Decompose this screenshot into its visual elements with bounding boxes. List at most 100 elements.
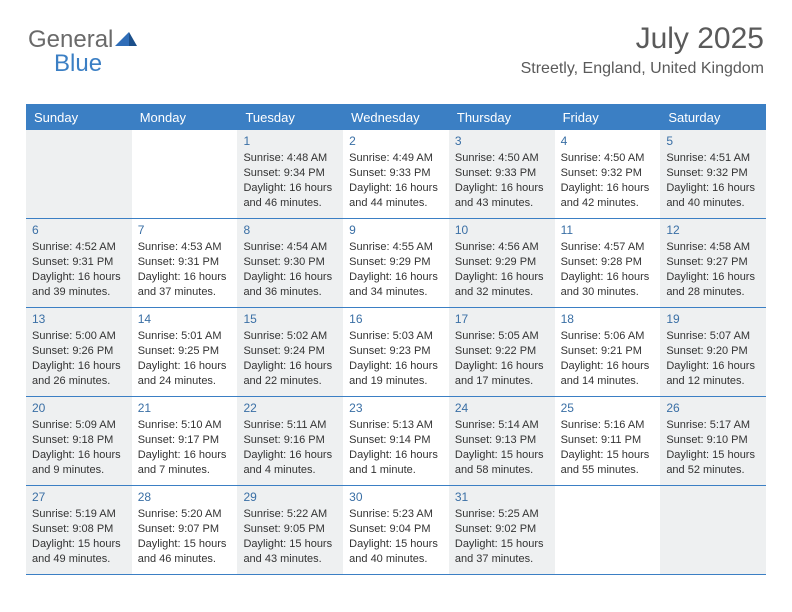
sunrise-text: Sunrise: 4:50 AM [561, 151, 655, 166]
day-number: 6 [32, 222, 126, 238]
calendar-cell: 29Sunrise: 5:22 AMSunset: 9:05 PMDayligh… [237, 486, 343, 574]
calendar-cell: 2Sunrise: 4:49 AMSunset: 9:33 PMDaylight… [343, 130, 449, 218]
sunset-text: Sunset: 9:27 PM [666, 255, 760, 270]
day-number: 1 [243, 133, 337, 149]
day-number: 8 [243, 222, 337, 238]
sunrise-text: Sunrise: 4:49 AM [349, 151, 443, 166]
calendar-cell [26, 130, 132, 218]
day-number: 5 [666, 133, 760, 149]
sunrise-text: Sunrise: 5:06 AM [561, 329, 655, 344]
daylight-text: Daylight: 16 hours and 46 minutes. [243, 181, 337, 211]
calendar-week: 13Sunrise: 5:00 AMSunset: 9:26 PMDayligh… [26, 308, 766, 397]
daylight-text: Daylight: 16 hours and 37 minutes. [138, 270, 232, 300]
calendar-week: 1Sunrise: 4:48 AMSunset: 9:34 PMDaylight… [26, 130, 766, 219]
calendar-cell: 15Sunrise: 5:02 AMSunset: 9:24 PMDayligh… [237, 308, 343, 396]
day-number: 27 [32, 489, 126, 505]
sunrise-text: Sunrise: 4:48 AM [243, 151, 337, 166]
day-number: 11 [561, 222, 655, 238]
sunrise-text: Sunrise: 5:05 AM [455, 329, 549, 344]
sunrise-text: Sunrise: 5:03 AM [349, 329, 443, 344]
sunset-text: Sunset: 9:32 PM [561, 166, 655, 181]
day-number: 22 [243, 400, 337, 416]
sunset-text: Sunset: 9:31 PM [32, 255, 126, 270]
daylight-text: Daylight: 16 hours and 30 minutes. [561, 270, 655, 300]
daylight-text: Daylight: 16 hours and 4 minutes. [243, 448, 337, 478]
calendar-cell: 6Sunrise: 4:52 AMSunset: 9:31 PMDaylight… [26, 219, 132, 307]
calendar-cell: 19Sunrise: 5:07 AMSunset: 9:20 PMDayligh… [660, 308, 766, 396]
sunset-text: Sunset: 9:31 PM [138, 255, 232, 270]
day-header-friday: Friday [555, 106, 661, 130]
calendar-cell: 5Sunrise: 4:51 AMSunset: 9:32 PMDaylight… [660, 130, 766, 218]
calendar-cell: 12Sunrise: 4:58 AMSunset: 9:27 PMDayligh… [660, 219, 766, 307]
calendar-cell: 20Sunrise: 5:09 AMSunset: 9:18 PMDayligh… [26, 397, 132, 485]
sunrise-text: Sunrise: 5:23 AM [349, 507, 443, 522]
sunset-text: Sunset: 9:17 PM [138, 433, 232, 448]
calendar-cell: 31Sunrise: 5:25 AMSunset: 9:02 PMDayligh… [449, 486, 555, 574]
sunset-text: Sunset: 9:22 PM [455, 344, 549, 359]
calendar-cell: 7Sunrise: 4:53 AMSunset: 9:31 PMDaylight… [132, 219, 238, 307]
calendar-cell: 23Sunrise: 5:13 AMSunset: 9:14 PMDayligh… [343, 397, 449, 485]
calendar-cell: 30 Sunrise: 5:23 AMSunset: 9:04 PMDayligh… [343, 486, 449, 574]
calendar-cell: 1Sunrise: 4:48 AMSunset: 9:34 PMDaylight… [237, 130, 343, 218]
sunset-text: Sunset: 9:02 PM [455, 522, 549, 537]
logo-text-blue-wrap: Blue [54, 50, 102, 78]
calendar-cell: 13Sunrise: 5:00 AMSunset: 9:26 PMDayligh… [26, 308, 132, 396]
sunrise-text: Sunrise: 5:09 AM [32, 418, 126, 433]
calendar-cell: 22 Sunrise: 5:11 AMSunset: 9:16 PMDayligh… [237, 397, 343, 485]
sunset-text: Sunset: 9:29 PM [349, 255, 443, 270]
daylight-text: Daylight: 16 hours and 34 minutes. [349, 270, 443, 300]
sunset-text: Sunset: 9:30 PM [243, 255, 337, 270]
daylight-text: Daylight: 16 hours and 40 minutes. [666, 181, 760, 211]
daylight-text: Daylight: 16 hours and 42 minutes. [561, 181, 655, 211]
day-number: 13 [32, 311, 126, 327]
day-header-sunday: Sunday [26, 106, 132, 130]
calendar-cell: 27Sunrise: 5:19 AMSunset: 9:08 PMDayligh… [26, 486, 132, 574]
calendar-week: 20Sunrise: 5:09 AMSunset: 9:18 PMDayligh… [26, 397, 766, 486]
calendar-cell: 26Sunrise: 5:17 AMSunset: 9:10 PMDayligh… [660, 397, 766, 485]
daylight-text: Daylight: 16 hours and 17 minutes. [455, 359, 549, 389]
month-title: July 2025 [521, 22, 764, 56]
day-number: 21 [138, 400, 232, 416]
sunset-text: Sunset: 9:33 PM [349, 166, 443, 181]
calendar-week: 27Sunrise: 5:19 AMSunset: 9:08 PMDayligh… [26, 486, 766, 575]
day-number: 16 [349, 311, 443, 327]
sunset-text: Sunset: 9:26 PM [32, 344, 126, 359]
sunset-text: Sunset: 9:33 PM [455, 166, 549, 181]
daylight-text: Daylight: 16 hours and 22 minutes. [243, 359, 337, 389]
sunrise-text: Sunrise: 5:16 AM [561, 418, 655, 433]
daylight-text: Daylight: 15 hours and 49 minutes. [32, 537, 126, 567]
sunset-text: Sunset: 9:20 PM [666, 344, 760, 359]
sunset-text: Sunset: 9:16 PM [243, 433, 337, 448]
sunrise-text: Sunrise: 5:17 AM [666, 418, 760, 433]
daylight-text: Daylight: 16 hours and 28 minutes. [666, 270, 760, 300]
daylight-text: Daylight: 16 hours and 7 minutes. [138, 448, 232, 478]
sunset-text: Sunset: 9:05 PM [243, 522, 337, 537]
day-number: 7 [138, 222, 232, 238]
sunset-text: Sunset: 9:18 PM [32, 433, 126, 448]
sunrise-text: Sunrise: 5:01 AM [138, 329, 232, 344]
calendar-cell: 24Sunrise: 5:14 AMSunset: 9:13 PMDayligh… [449, 397, 555, 485]
day-number: 18 [561, 311, 655, 327]
daylight-text: Daylight: 15 hours and 40 minutes. [349, 537, 443, 567]
day-number: 23 [349, 400, 443, 416]
day-number: 15 [243, 311, 337, 327]
day-number: 30 [349, 489, 443, 505]
calendar-cell: 17 Sunrise: 5:05 AMSunset: 9:22 PMDayligh… [449, 308, 555, 396]
day-number: 24 [455, 400, 549, 416]
day-header-row: Sunday Monday Tuesday Wednesday Thursday… [26, 106, 766, 130]
day-number: 10 [455, 222, 549, 238]
sunset-text: Sunset: 9:04 PM [349, 522, 443, 537]
day-number: 17 [455, 311, 549, 327]
day-number: 9 [349, 222, 443, 238]
day-number: 25 [561, 400, 655, 416]
day-header-thursday: Thursday [449, 106, 555, 130]
sunrise-text: Sunrise: 4:58 AM [666, 240, 760, 255]
calendar-cell: 16Sunrise: 5:03 AMSunset: 9:23 PMDayligh… [343, 308, 449, 396]
day-number: 14 [138, 311, 232, 327]
daylight-text: Daylight: 16 hours and 1 minute. [349, 448, 443, 478]
sunset-text: Sunset: 9:25 PM [138, 344, 232, 359]
sunrise-text: Sunrise: 4:51 AM [666, 151, 760, 166]
calendar-cell: 3Sunrise: 4:50 AMSunset: 9:33 PMDaylight… [449, 130, 555, 218]
sunrise-text: Sunrise: 5:11 AM [243, 418, 337, 433]
sunset-text: Sunset: 9:24 PM [243, 344, 337, 359]
